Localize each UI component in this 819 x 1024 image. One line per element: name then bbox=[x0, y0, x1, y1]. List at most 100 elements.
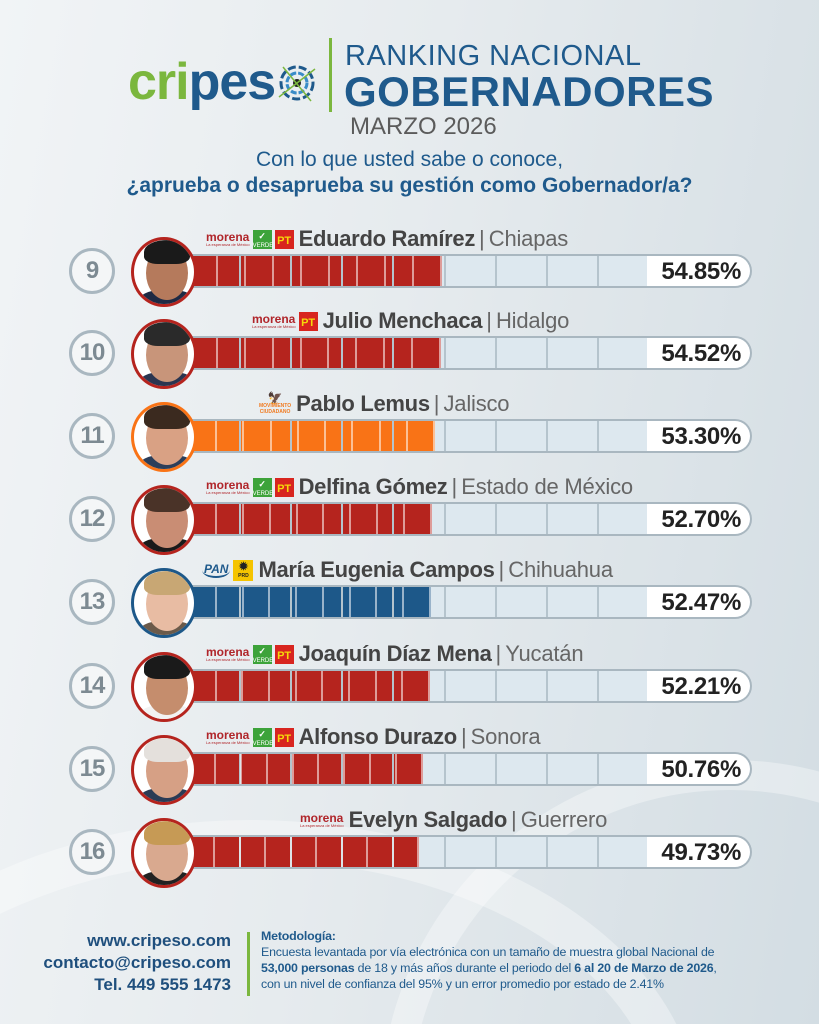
website-link[interactable]: www.cripeso.com bbox=[87, 931, 231, 950]
state-name: Chihuahua bbox=[508, 557, 613, 582]
target-icon bbox=[277, 63, 316, 102]
governor-header: 🦅 MOVIMIENTO CIUDADANO Pablo Lemus | Jalis… bbox=[259, 390, 510, 418]
ranking-row: 15 50.76% morena La esperanza de México ✓ V… bbox=[0, 723, 819, 807]
header: cri pes RANKING NACIONAL GOBERNADORES MA… bbox=[0, 38, 819, 140]
state-name: Guerrero bbox=[520, 807, 608, 832]
bar-grid-fill bbox=[190, 671, 430, 701]
state-name: Hidalgo bbox=[495, 308, 570, 333]
partido-verde-logo: ✓ VERDE bbox=[252, 727, 274, 747]
pt-logo: PT bbox=[274, 229, 294, 249]
governor-header: PAN ✹ PRD María Eugenia Campos | Chihuahua bbox=[202, 556, 613, 584]
pt-logo: PT bbox=[274, 727, 294, 747]
separator: | bbox=[511, 807, 517, 832]
governor-name: María Eugenia Campos bbox=[258, 557, 495, 582]
approval-bar: 54.52% bbox=[190, 336, 752, 370]
email-link[interactable]: contacto@cripeso.com bbox=[43, 953, 231, 972]
governor-name: Alfonso Durazo bbox=[298, 724, 458, 749]
methodology-line-3: con un nivel de confianza del 95% y un e… bbox=[261, 977, 664, 991]
rank-badge: 10 bbox=[69, 330, 115, 376]
bar-grid-fill bbox=[190, 256, 442, 286]
pan-logo: PAN bbox=[202, 562, 231, 578]
separator: | bbox=[460, 724, 467, 749]
separator: | bbox=[451, 474, 458, 499]
governor-photo bbox=[131, 319, 197, 389]
approval-percentage: 53.30% bbox=[647, 421, 750, 451]
approval-bar: 53.30% bbox=[190, 419, 752, 453]
approval-percentage: 52.70% bbox=[647, 504, 750, 534]
bar-grid-fill bbox=[190, 504, 432, 534]
governor-photo bbox=[131, 485, 197, 555]
governor-name: Delfina Gómez bbox=[298, 474, 448, 499]
morena-logo: morena La esperanza de México bbox=[300, 810, 344, 828]
governor-photo bbox=[131, 818, 197, 888]
approval-bar-fill bbox=[190, 671, 430, 701]
approval-bar: 52.21% bbox=[190, 669, 752, 703]
party-logos: PAN ✹ PRD bbox=[202, 559, 254, 581]
approval-bar-fill bbox=[190, 504, 432, 534]
governor-header: morena La esperanza de México PT Julio Men… bbox=[252, 307, 569, 335]
governor-header: morena La esperanza de México ✓ VERDE PT Edu… bbox=[206, 225, 568, 253]
approval-percentage: 49.73% bbox=[647, 837, 750, 867]
partido-verde-logo: ✓ VERDE bbox=[252, 229, 274, 249]
governor-photo bbox=[131, 652, 197, 722]
approval-bar: 49.73% bbox=[190, 835, 752, 869]
approval-percentage: 54.52% bbox=[647, 338, 750, 368]
approval-percentage: 54.85% bbox=[647, 256, 750, 286]
logo-text-pes: pes bbox=[188, 53, 277, 111]
footer-divider bbox=[247, 932, 250, 996]
approval-bar-fill bbox=[190, 338, 441, 368]
party-logos: morena La esperanza de México ✓ VERDE PT bbox=[206, 644, 294, 664]
approval-bar-fill bbox=[190, 587, 431, 617]
title-gobernadores: GOBERNADORES bbox=[344, 68, 715, 115]
approval-bar: 50.76% bbox=[190, 752, 752, 786]
survey-question: Con lo que usted sabe o conoce, ¿aprueba… bbox=[0, 147, 819, 199]
ranking-row: 9 54.85% morena La esperanza de México ✓ VE… bbox=[0, 225, 819, 309]
morena-logo: morena La esperanza de México bbox=[252, 311, 296, 329]
phone-number: Tel. 449 555 1473 bbox=[94, 975, 231, 994]
bar-grid-fill bbox=[190, 587, 431, 617]
governor-name: Pablo Lemus bbox=[296, 391, 430, 416]
rank-badge: 11 bbox=[69, 413, 115, 459]
governor-name: Eduardo Ramírez bbox=[298, 226, 476, 251]
ranking-row: 14 52.21% morena La esperanza de México ✓ V… bbox=[0, 640, 819, 724]
methodology-line-2: 53,000 personas de 18 y más años durante… bbox=[261, 960, 801, 976]
approval-bar: 54.85% bbox=[190, 254, 752, 288]
morena-logo: morena La esperanza de México bbox=[206, 727, 250, 745]
sample-size: 53,000 personas bbox=[261, 961, 355, 975]
party-logos: morena La esperanza de México ✓ VERDE PT bbox=[206, 229, 294, 249]
movimiento-ciudadano-logo: 🦅 MOVIMIENTO CIUDADANO bbox=[259, 391, 292, 415]
pt-logo: PT bbox=[274, 477, 294, 497]
ranking-row: 12 52.70% morena La esperanza de México ✓ V… bbox=[0, 473, 819, 557]
pt-logo: PT bbox=[274, 644, 294, 664]
governor-name: Julio Menchaca bbox=[322, 308, 483, 333]
question-line-1: Con lo que usted sabe o conoce, bbox=[255, 148, 564, 171]
approval-percentage: 52.47% bbox=[647, 587, 750, 617]
partido-verde-logo: ✓ VERDE bbox=[252, 477, 274, 497]
approval-bar: 52.70% bbox=[190, 502, 752, 536]
approval-percentage: 52.21% bbox=[647, 671, 750, 701]
logo-text-cri: cri bbox=[128, 53, 190, 111]
methodology-text: , bbox=[713, 961, 717, 975]
governor-photo bbox=[131, 735, 197, 805]
state-name: Chiapas bbox=[488, 226, 569, 251]
morena-logo: morena La esperanza de México bbox=[206, 477, 250, 495]
governor-header: morena La esperanza de México Evelyn Salg… bbox=[300, 806, 607, 834]
bar-grid-fill bbox=[190, 421, 435, 451]
governor-name: Evelyn Salgado bbox=[348, 807, 508, 832]
party-logos: morena La esperanza de México PT bbox=[252, 311, 318, 331]
rank-badge: 12 bbox=[69, 496, 115, 542]
state-name: Jalisco bbox=[443, 391, 510, 416]
methodology: Metodología: Encuesta levantada por vía … bbox=[261, 928, 801, 992]
title-ranking-nacional: RANKING NACIONAL bbox=[345, 40, 642, 72]
morena-logo: morena La esperanza de México bbox=[206, 229, 250, 247]
ranking-row: 11 53.30% 🦅 MOVIMIENTO CIUDADANO Pablo Lem… bbox=[0, 390, 819, 474]
methodology-text: de 18 y más años durante el periodo del bbox=[354, 961, 575, 975]
party-logos: 🦅 MOVIMIENTO CIUDADANO bbox=[259, 391, 292, 415]
rank-badge: 15 bbox=[69, 746, 115, 792]
ranking-row: 10 54.52% morena La esperanza de México PT… bbox=[0, 307, 819, 391]
separator: | bbox=[433, 391, 440, 416]
state-name: Yucatán bbox=[505, 641, 584, 666]
governor-name: Joaquín Díaz Mena bbox=[298, 641, 492, 666]
bar-grid-fill bbox=[190, 754, 423, 784]
approval-bar-fill bbox=[190, 837, 419, 867]
